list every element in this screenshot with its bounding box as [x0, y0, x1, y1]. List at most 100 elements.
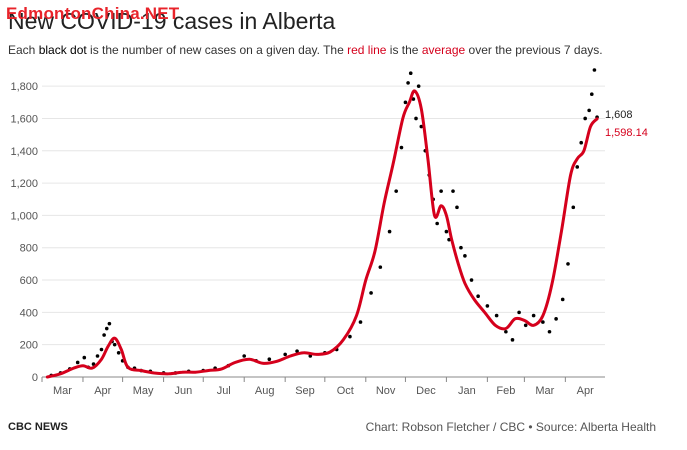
x-tick-label: Jun — [175, 385, 193, 397]
daily-case-dot — [510, 338, 515, 342]
x-tick-label: Mar — [535, 385, 554, 397]
daily-case-dot — [485, 304, 490, 308]
daily-case-dot — [579, 140, 584, 145]
gridlines — [42, 85, 605, 346]
y-tick-label: 1,800 — [10, 81, 38, 93]
daily-case-dot — [444, 229, 449, 234]
daily-case-dot — [378, 265, 383, 269]
daily-case-dot — [75, 360, 80, 365]
daily-case-dot — [541, 320, 545, 324]
daily-case-dot — [439, 189, 443, 193]
daily-case-dot — [102, 333, 106, 337]
daily-case-dot — [517, 310, 521, 315]
daily-case-dot — [116, 350, 121, 355]
daily-case-dot — [91, 362, 96, 366]
daily-case-dot — [463, 254, 467, 258]
seven-day-average-line — [45, 89, 599, 379]
page-title: New COVID-19 cases in Alberta — [8, 8, 336, 34]
daily-case-dot — [469, 278, 474, 282]
subtitle-average: average — [421, 43, 466, 57]
subtitle-part-3: is the — [386, 43, 422, 57]
daily-case-dot — [560, 297, 565, 302]
daily-case-dot — [112, 342, 117, 347]
x-tick-label: Feb — [496, 385, 515, 397]
daily-case-dot — [435, 221, 439, 226]
daily-case-dot — [387, 229, 392, 234]
x-tick-label: Aug — [255, 385, 275, 397]
daily-case-dot — [403, 100, 408, 105]
y-tick-label: 1,600 — [10, 113, 38, 125]
x-tick-label: Jan — [458, 385, 476, 397]
daily-case-dot — [592, 68, 597, 72]
end-label-daily: 1,608 — [605, 109, 633, 121]
daily-case-dot — [523, 323, 528, 328]
daily-case-dot — [408, 71, 413, 76]
subtitle-red-line: red line — [347, 43, 387, 57]
daily-case-dot — [411, 97, 416, 101]
y-tick-label: 600 — [20, 275, 38, 287]
x-tick-label: Mar — [53, 385, 72, 397]
daily-case-dot — [242, 354, 247, 358]
daily-case-dot — [531, 313, 536, 318]
y-tick-label: 200 — [20, 340, 38, 352]
daily-cases-dots — [49, 68, 599, 378]
daily-case-dot — [416, 84, 421, 88]
daily-case-dot — [419, 124, 424, 129]
x-tick-label: Nov — [376, 385, 396, 397]
y-tick-label: 800 — [20, 243, 38, 255]
daily-case-dot — [571, 205, 576, 210]
daily-case-dot — [369, 291, 373, 295]
daily-case-dot — [451, 189, 455, 193]
daily-case-dot — [394, 189, 398, 193]
daily-case-dot — [589, 92, 594, 97]
watermark: EdmontonChina.NET — [6, 4, 180, 23]
x-tick-label: Jul — [217, 385, 231, 397]
y-tick-label: 1,000 — [10, 210, 38, 222]
daily-case-dot — [107, 321, 112, 326]
daily-case-dot — [267, 357, 272, 362]
daily-case-dot — [399, 145, 404, 150]
daily-case-dot — [348, 334, 352, 339]
daily-case-dot — [406, 81, 410, 85]
daily-case-dot — [547, 329, 552, 334]
daily-case-dot — [104, 326, 109, 331]
daily-case-dot — [476, 294, 480, 299]
subtitle-part-4: over the previous 7 days. — [465, 43, 603, 57]
end-labels: 1,608 1,598.14 — [605, 109, 648, 139]
daily-case-dot — [587, 108, 591, 113]
subtitle-part-2: is the number of new cases on a given da… — [86, 43, 348, 57]
subtitle-black-dot: black dot — [38, 43, 87, 57]
y-tick-label: 1,200 — [10, 178, 38, 190]
end-label-average: 1,598.14 — [605, 127, 648, 139]
footer-credit: Chart: Robson Fletcher / CBC • Source: A… — [365, 420, 656, 434]
daily-case-dot — [99, 347, 104, 352]
y-tick-label: 0 — [32, 372, 38, 384]
subtitle: Each black dot is the number of new case… — [8, 43, 603, 57]
daily-case-dot — [554, 317, 558, 321]
average-line-path — [45, 89, 599, 379]
daily-case-dot — [358, 320, 363, 324]
daily-case-dot — [82, 355, 87, 360]
x-axis: Mar Apr May Jun Jul Aug Sep Oct Nov Dec Jan Feb Mar A… — [41, 376, 605, 397]
daily-case-dot — [283, 352, 287, 357]
y-tick-label: 1,400 — [10, 146, 38, 158]
subtitle-part-1: Each — [8, 43, 39, 57]
cases-chart: 0 200 400 600 800 1,000 1,200 1,400 1,600 1,800 M… — [10, 68, 648, 397]
daily-case-dot — [575, 165, 580, 169]
daily-case-dot — [414, 116, 418, 121]
daily-case-dot — [504, 329, 508, 334]
daily-case-dot — [295, 349, 299, 353]
x-tick-label: Dec — [416, 385, 436, 397]
daily-case-dot — [583, 116, 587, 121]
daily-case-dot — [566, 262, 570, 266]
y-tick-label: 400 — [20, 307, 38, 319]
x-tick-label: Apr — [577, 385, 594, 397]
daily-case-dot — [459, 245, 463, 250]
daily-case-dot — [494, 313, 499, 318]
daily-case-dot — [95, 354, 100, 358]
x-tick-label: May — [133, 385, 154, 397]
footer-brand: CBC NEWS — [8, 421, 68, 433]
y-axis-ticks: 0 200 400 600 800 1,000 1,200 1,400 1,600 1,800 — [10, 81, 38, 384]
x-tick-label: Sep — [295, 385, 315, 397]
daily-case-dot — [455, 205, 459, 210]
